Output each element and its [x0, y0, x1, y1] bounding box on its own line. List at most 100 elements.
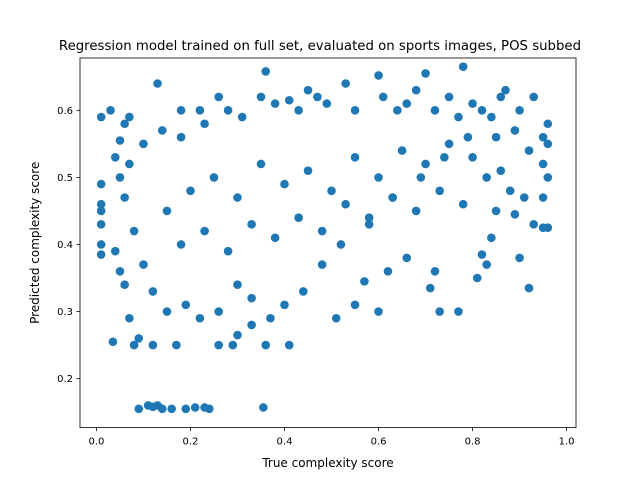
data-point — [411, 85, 421, 95]
y-tick-label: 0.2 — [57, 374, 73, 385]
x-tick-label: 1.0 — [559, 437, 575, 448]
data-point — [110, 152, 120, 162]
data-point — [388, 193, 397, 202]
data-point — [294, 106, 303, 115]
data-point — [313, 92, 322, 102]
data-point — [477, 106, 487, 115]
data-point — [397, 146, 407, 155]
data-point — [341, 199, 350, 209]
data-point — [543, 139, 553, 149]
data-point — [421, 69, 430, 78]
data-point — [505, 186, 515, 196]
data-point — [482, 173, 491, 182]
data-point — [454, 112, 463, 122]
data-point — [186, 186, 195, 196]
data-point — [247, 220, 256, 229]
data-point — [223, 106, 233, 115]
data-point — [317, 226, 327, 236]
data-point — [120, 193, 129, 202]
y-tick-label: 0.5 — [57, 173, 73, 184]
data-point — [228, 340, 238, 350]
data-point — [491, 132, 501, 142]
data-point — [280, 179, 289, 189]
data-point — [181, 404, 191, 414]
data-point — [162, 307, 172, 316]
data-point — [524, 146, 534, 155]
points-layer — [96, 62, 553, 414]
data-point — [167, 404, 176, 414]
data-point — [444, 92, 454, 102]
data-point — [125, 112, 134, 122]
data-point — [430, 267, 440, 276]
data-point — [270, 233, 280, 243]
data-point — [162, 206, 172, 216]
x-tick-label: 0.2 — [183, 437, 199, 448]
data-point — [195, 106, 205, 115]
data-point — [129, 340, 139, 350]
data-point — [538, 193, 548, 202]
data-point — [237, 112, 247, 122]
data-point — [233, 280, 242, 290]
data-point — [256, 92, 266, 102]
data-point — [120, 119, 129, 129]
data-point — [468, 99, 477, 108]
data-point — [96, 199, 106, 209]
data-point — [172, 340, 181, 350]
data-point — [350, 300, 360, 310]
data-point — [383, 267, 393, 276]
data-point — [538, 132, 548, 142]
data-point — [317, 260, 327, 269]
data-point — [435, 186, 444, 196]
data-point — [266, 313, 275, 323]
data-point — [468, 152, 477, 162]
data-point — [139, 260, 148, 269]
data-point — [176, 240, 186, 249]
data-point — [393, 106, 402, 115]
data-point — [148, 340, 158, 350]
data-point — [529, 220, 538, 229]
y-tick-label: 0.4 — [57, 240, 73, 251]
data-point — [284, 95, 294, 105]
data-point — [425, 283, 435, 293]
y-tick-label: 0.3 — [57, 307, 73, 318]
data-point — [148, 287, 158, 296]
data-point — [487, 112, 496, 122]
data-point — [336, 240, 346, 249]
data-point — [543, 119, 553, 129]
data-point — [501, 85, 510, 95]
data-point — [510, 209, 520, 219]
data-point — [233, 193, 242, 202]
data-point — [543, 173, 553, 182]
data-point — [209, 173, 219, 182]
data-point — [96, 112, 106, 122]
data-point — [402, 99, 412, 108]
data-point — [223, 246, 233, 256]
y-axis-label: Predicted complexity score — [28, 162, 42, 324]
data-point — [261, 67, 271, 76]
data-point — [247, 320, 256, 330]
data-point — [402, 253, 412, 263]
data-point — [125, 313, 134, 323]
data-point — [204, 404, 214, 414]
x-axis-label: True complexity score — [261, 456, 393, 470]
data-point — [524, 283, 534, 293]
data-point — [331, 313, 341, 323]
data-point — [374, 307, 383, 316]
data-point — [214, 92, 223, 102]
data-point — [519, 193, 529, 202]
data-point — [496, 92, 506, 102]
data-point — [157, 404, 167, 414]
data-point — [327, 186, 336, 196]
data-point — [458, 62, 468, 72]
data-point — [176, 132, 186, 142]
data-point — [214, 307, 223, 316]
data-point — [529, 92, 538, 102]
data-point — [487, 233, 496, 243]
x-tick-label: 0.6 — [371, 437, 387, 448]
data-point — [134, 334, 144, 343]
data-point — [153, 79, 162, 88]
data-point — [261, 340, 271, 350]
data-point — [108, 337, 118, 347]
data-point — [454, 307, 463, 316]
